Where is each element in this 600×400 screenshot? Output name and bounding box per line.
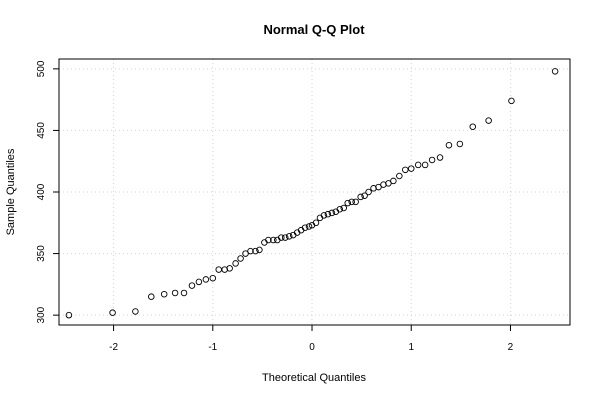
data-point bbox=[344, 199, 351, 207]
data-point bbox=[171, 289, 179, 297]
data-points bbox=[65, 68, 559, 319]
data-point bbox=[340, 204, 348, 212]
data-point bbox=[324, 210, 332, 218]
data-point bbox=[365, 188, 372, 196]
data-point bbox=[320, 212, 328, 219]
data-point bbox=[65, 311, 73, 319]
data-point bbox=[270, 236, 277, 244]
data-point bbox=[312, 219, 320, 227]
data-point bbox=[305, 223, 313, 230]
data-point bbox=[375, 183, 382, 191]
data-point bbox=[407, 165, 415, 172]
y-tick-label: 300 bbox=[36, 306, 47, 323]
data-point bbox=[336, 205, 344, 213]
x-tick-label: 0 bbox=[309, 342, 315, 353]
data-point bbox=[551, 68, 559, 75]
data-point bbox=[456, 140, 464, 148]
data-point bbox=[436, 154, 444, 161]
data-point bbox=[469, 123, 477, 130]
y-tick-label: 450 bbox=[36, 122, 47, 139]
data-point bbox=[237, 255, 244, 262]
y-axis: 300 350 400 450 500 bbox=[36, 60, 59, 323]
data-point bbox=[232, 260, 239, 267]
data-point bbox=[485, 117, 492, 124]
data-point bbox=[390, 177, 397, 185]
y-tick-label: 350 bbox=[36, 245, 47, 262]
data-point bbox=[361, 192, 368, 199]
data-point bbox=[278, 234, 285, 241]
data-point bbox=[445, 141, 453, 149]
x-tick-label: -1 bbox=[208, 342, 217, 353]
data-point bbox=[385, 180, 392, 187]
data-point bbox=[195, 278, 203, 286]
data-point bbox=[428, 156, 436, 164]
data-point bbox=[256, 246, 263, 254]
data-point bbox=[281, 234, 289, 241]
x-axis: -2 -1 0 1 2 bbox=[109, 325, 514, 353]
data-point bbox=[357, 193, 364, 201]
data-point bbox=[109, 309, 116, 316]
data-point bbox=[209, 274, 217, 282]
data-point bbox=[148, 293, 155, 300]
data-point bbox=[188, 282, 196, 289]
y-axis-label: Sample Quantiles bbox=[5, 148, 17, 235]
data-point bbox=[242, 250, 249, 257]
data-point bbox=[265, 236, 272, 244]
y-tick-label: 500 bbox=[36, 60, 47, 77]
data-point bbox=[396, 172, 403, 180]
data-point bbox=[348, 198, 355, 206]
data-point bbox=[352, 198, 359, 206]
data-point bbox=[508, 97, 515, 105]
data-point bbox=[180, 289, 188, 297]
data-point bbox=[202, 276, 210, 283]
y-tick-label: 400 bbox=[36, 183, 47, 200]
x-tick-label: 2 bbox=[508, 342, 514, 353]
x-tick-label: -2 bbox=[109, 342, 118, 353]
data-point bbox=[252, 247, 259, 255]
data-point bbox=[226, 265, 233, 272]
data-point bbox=[247, 247, 254, 255]
data-point bbox=[132, 308, 139, 315]
data-point bbox=[414, 161, 422, 169]
data-point bbox=[160, 290, 168, 298]
data-point bbox=[301, 224, 309, 231]
x-axis-label: Theoretical Quantiles bbox=[262, 372, 366, 384]
data-point bbox=[421, 161, 429, 169]
data-point bbox=[285, 233, 293, 240]
data-point bbox=[328, 209, 336, 217]
chart-title: Normal Q-Q Plot bbox=[263, 22, 365, 37]
data-point bbox=[402, 166, 409, 174]
x-tick-label: 1 bbox=[408, 342, 414, 353]
